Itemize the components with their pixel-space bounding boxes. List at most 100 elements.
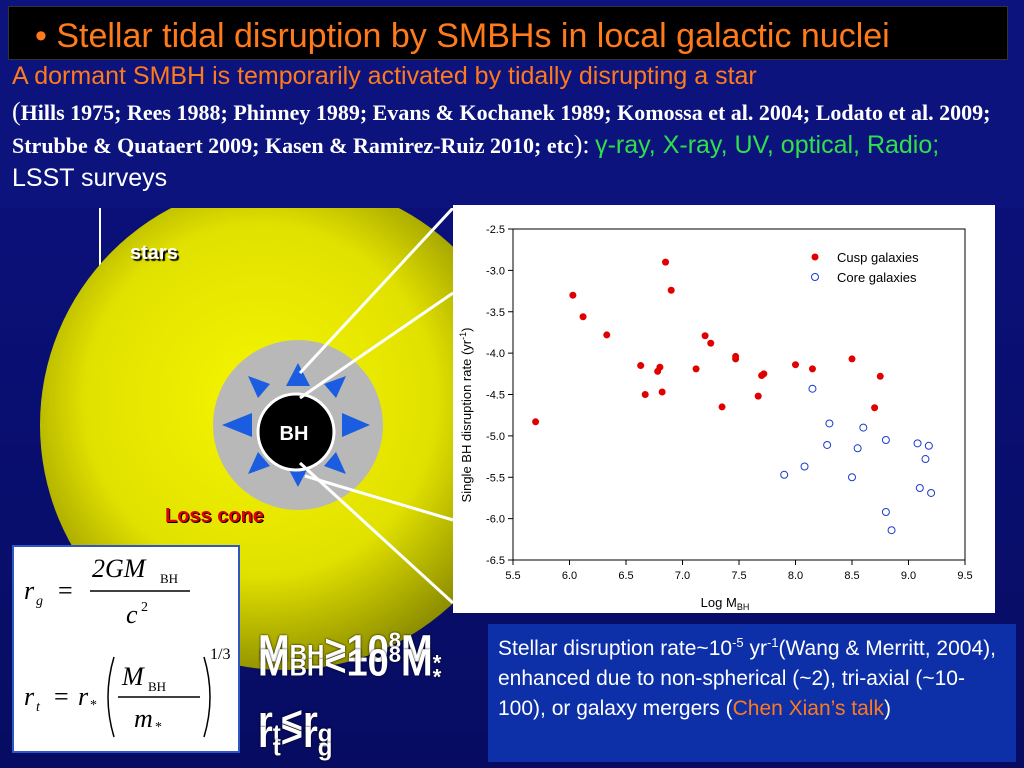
chart-panel: -2.5 -3.0 -3.5 -4.0 -4.5 -5.0 -5.5 -6.0 -6.5 5.5… [453,205,995,613]
y-tick-label: -6.0 [486,514,505,526]
lsst-surveys: LSST surveys [12,164,168,192]
legend-core-marker [811,273,819,281]
core-galaxy-point [927,488,936,497]
intro-text: A dormant SMBH is temporarily activated … [12,62,757,90]
core-galaxy-point [853,444,862,453]
x-tick-label: 9.0 [901,570,916,582]
data-points [532,258,936,535]
cusp-galaxy-point [707,339,715,347]
loss-cone-label: Loss cone [165,505,264,527]
cusp-galaxy-point [692,365,700,373]
cusp-galaxy-point [658,388,666,396]
rg-numerator-sub: BH [160,571,178,586]
x-axis-label: Log MBH [701,595,750,612]
core-galaxy-point [825,419,834,428]
cusp-galaxy-point [808,365,816,373]
rt-power: 1/3 [210,646,230,663]
refs-close: ): [573,130,590,159]
y-tick-label: -6.5 [486,555,505,567]
cusp-galaxy-point [701,332,709,340]
y-tick-label: -4.5 [486,390,505,402]
core-galaxy-point [780,470,789,479]
references-list: Hills 1975; Rees 1988; Phinney 1989; Eva… [12,100,991,158]
stars-label: stars [130,242,178,264]
core-galaxy-point [848,473,856,482]
x-tick-label: 9.5 [957,570,972,582]
x-tick-label: 7.0 [675,570,690,582]
cusp-galaxy-point [792,361,799,369]
core-galaxy-point [808,384,817,393]
cusp-galaxy-point [569,291,577,299]
cusp-galaxy-point [641,391,649,398]
info-box [488,624,1016,762]
y-tick-label: -5.5 [486,472,505,484]
rg-denominator-sup: 2 [141,600,148,615]
legend-core-label: Core galaxies [837,270,917,285]
cusp-galaxy-point [603,331,611,339]
cusp-galaxy-point [579,313,587,321]
equals-1: = [58,576,73,605]
x-tick-label: 5.5 [505,570,520,582]
cusp-galaxy-point [848,355,856,363]
core-galaxy-point [921,455,930,464]
core-galaxy-point [924,441,933,450]
core-galaxy-point [887,526,896,535]
y-axis-label: Single BH disruption rate (yr-1) [458,328,474,503]
rt-numerator: M [121,662,145,691]
y-tick-label: -3.0 [486,265,505,277]
legend-cusp-label: Cusp galaxies [837,250,919,265]
cusp-galaxy-point [760,370,768,378]
cusp-galaxy-point [876,372,884,380]
core-galaxy-point [913,439,922,448]
core-galaxy-point [881,436,890,445]
title-bar: • Stellar tidal disruption by SMBHs in l… [8,6,1008,60]
equations: r g = 2GM BH c 2 r t = r * M BH m * 1/3 [24,554,230,738]
x-tick-label: 8.0 [788,570,803,582]
core-galaxy-point [881,508,890,517]
y-tick-label: -4.0 [486,348,505,360]
cusp-galaxy-point [732,352,740,360]
y-tick-label: -3.5 [486,307,505,319]
core-galaxy-point [915,484,924,493]
legend-cusp-marker [811,253,819,261]
equations-box: r g = 2GM BH c 2 r t = r * M BH m * 1/3 [12,545,240,753]
core-galaxy-point [823,440,832,449]
disruption-rate-note: Stellar disruption rate~10-5 yr-1(Wang &… [498,635,996,720]
y-tick-label: -2.5 [486,224,505,236]
condition-rt-lt-rg: rt<rg [258,700,333,748]
rt-rstar: r [78,682,89,711]
y-ticks: -2.5 -3.0 -3.5 -4.0 -4.5 -5.0 -5.5 -6.0 -6.5 [486,224,513,567]
slide-title: • Stellar tidal disruption by SMBHs in l… [35,17,890,55]
bh-label: BH [280,423,309,445]
x-tick-label: 8.5 [844,570,859,582]
cusp-galaxy-point [871,404,879,412]
rg-subscript: g [36,594,43,609]
references-text: (Hills 1975; Rees 1988; Phinney 1989; Ev… [12,96,1002,195]
legend: Cusp galaxies Core galaxies [811,250,919,285]
wavebands: γ-ray, X-ray, UV, optical, Radio; [595,131,940,159]
rg-denominator: c [126,600,138,629]
rg-numerator: 2GM [92,554,147,583]
cusp-galaxy-point [662,258,670,266]
x-tick-label: 7.5 [731,570,746,582]
rt-star: * [90,698,97,713]
condition-mass-lt: MBH<108M* [258,642,442,690]
cusp-galaxy-point [754,392,762,400]
cusp-galaxy-point [656,363,664,371]
rt-subscript: t [36,700,41,715]
rg-symbol: r [24,576,35,605]
rt-denominator-sub: * [155,720,162,735]
cusp-galaxy-point [637,362,645,370]
zoom-lines [298,208,455,605]
talk-reference: Chen Xian’s talk [732,697,884,720]
rt-denominator: m [134,704,153,733]
rt-symbol: r [24,682,35,711]
disruption-rate-chart: -2.5 -3.0 -3.5 -4.0 -4.5 -5.0 -5.5 -6.0 -6.5 5.5… [458,224,973,612]
x-tick-label: 6.5 [618,570,633,582]
rt-numerator-sub: BH [148,679,166,694]
core-galaxy-point [800,462,809,471]
core-galaxy-point [859,423,868,432]
refs-open: ( [12,97,21,126]
condition-rt-gt-rg: rt>rg [258,714,333,762]
x-ticks: 5.5 6.0 6.5 7.0 7.5 8.0 8.5 9.0 9.5 [505,560,973,582]
